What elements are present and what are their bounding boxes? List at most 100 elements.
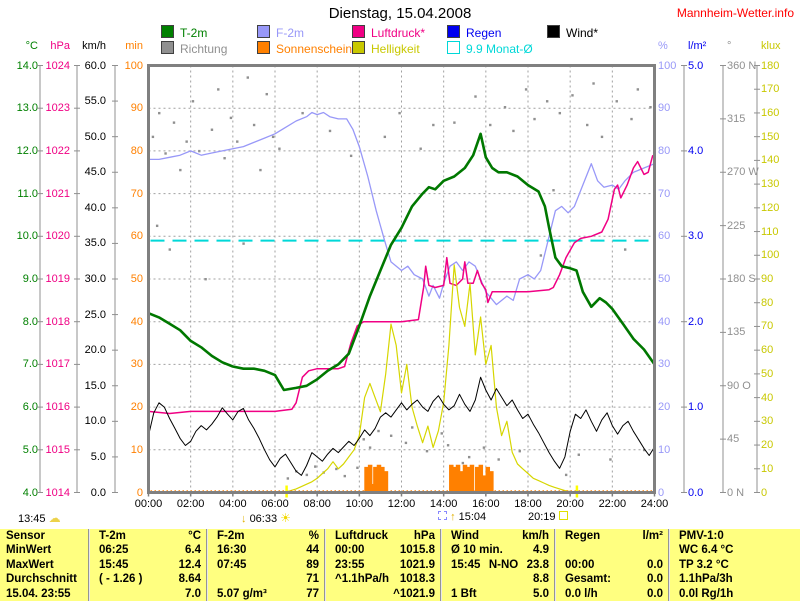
tick-label: 45 — [727, 433, 740, 446]
tick-label: 50 — [761, 367, 774, 380]
tick-label: 1.0 — [688, 401, 704, 414]
tick-label: 270 W — [727, 166, 759, 179]
x-tick-label: 02:00 — [176, 498, 205, 510]
legend-label: Regen — [466, 26, 502, 40]
cell-text: WC 6.4 °C — [679, 544, 734, 557]
cell-text: 0.0l Rg/1h — [679, 587, 734, 600]
cell-text: 1 Bft — [451, 587, 477, 600]
tick-label: 40 — [130, 315, 143, 328]
table-row: MinWert 06:25 6.4 16:30 44 00:00 1015.8 Ø 10 mi… — [0, 543, 800, 558]
legend-item-t-2m[interactable]: T-2m — [161, 25, 207, 40]
cell-text: PMV-1:0 — [679, 530, 724, 542]
tick-label: 10 — [130, 443, 143, 456]
table-cell: Luftdruck hPa — [324, 529, 440, 544]
tick-label: 8.0 — [22, 315, 38, 328]
tick-label: 12.0 — [16, 144, 38, 157]
tick-label: 70 — [130, 187, 143, 200]
tick-label: 130 — [761, 178, 780, 191]
tick-label: 1022 — [45, 144, 70, 157]
x-tick-label: 16:00 — [472, 498, 500, 510]
cell-text: 0.0 — [647, 558, 663, 571]
legend-swatch — [161, 41, 174, 54]
cell-text: 6.4 — [185, 544, 201, 557]
row-label: MinWert — [6, 544, 52, 557]
legend-label: Sonnenschein — [276, 42, 353, 56]
tick-label: 1020 — [45, 230, 70, 243]
tick-label: 10 — [658, 443, 671, 456]
cell-text: 15:45 — [451, 558, 481, 571]
tick-label: 80 — [130, 144, 143, 157]
tick-label: 40 — [761, 391, 774, 404]
tick-label: 1024 — [45, 59, 70, 72]
table-cell: 7.0 — [88, 586, 206, 601]
table-cell: 0.0l Rg/1h — [668, 586, 800, 601]
row-label: Durchschnitt — [6, 573, 77, 586]
table-cell: ( - 1.26 ) 8.64 — [88, 572, 206, 587]
cell-text: T-2m — [99, 530, 126, 542]
site-link[interactable]: Mannheim-Wetter.info — [676, 6, 794, 20]
tick-label: 150 — [761, 130, 780, 143]
axis-unit-kmh: km/h — [82, 40, 106, 52]
tick-label: 170 — [761, 83, 780, 96]
legend-item-helligkeit[interactable]: Helligkeit — [352, 41, 420, 56]
tick-label: 180 — [761, 59, 780, 72]
legend-item-regen[interactable]: Regen — [447, 25, 502, 40]
x-tick-label: 10:00 — [345, 498, 374, 510]
row-label: 15.04. 23:55 — [6, 587, 71, 600]
tick-label: 90 — [130, 102, 143, 115]
tick-label: 9.0 — [22, 273, 38, 285]
legend-item-f-2m[interactable]: F-2m — [257, 25, 304, 40]
cell-text: 44 — [306, 544, 319, 557]
table-cell: 15:45 N-NO 23.8 — [440, 557, 554, 573]
cell-text: km/h — [522, 530, 549, 542]
cell-text: 23:55 — [335, 558, 365, 571]
legend-item-sonnenschein[interactable]: Sonnenschein — [257, 41, 353, 56]
table-cell — [554, 543, 668, 558]
legend-label: F-2m — [276, 26, 304, 40]
tick-label: 1015 — [45, 443, 70, 456]
tick-label: 70 — [658, 187, 671, 200]
legend-item-richtung[interactable]: Richtung — [161, 41, 227, 56]
table-cell: 06:25 6.4 — [88, 543, 206, 558]
cell-text: 8.64 — [178, 573, 201, 586]
cell-text: Luftdruck — [335, 530, 389, 542]
tick-label: 180 S — [727, 273, 756, 285]
legend-item-9-9-monat-[interactable]: 9.9 Monat-Ø — [447, 41, 533, 56]
cell-text: 06:25 — [99, 544, 129, 557]
tick-label: 1016 — [45, 401, 70, 414]
cell-text: °C — [188, 530, 201, 542]
sunset-box-icon — [558, 511, 568, 520]
legend-item-wind-[interactable]: Wind* — [547, 25, 598, 40]
tick-label: 15.0 — [84, 379, 106, 392]
table-cell: 8.8 — [440, 572, 554, 587]
up-arrow-icon: ↑ — [450, 511, 456, 523]
legend-item-luftdruck-[interactable]: Luftdruck* — [352, 25, 425, 40]
cell-text: 0.0 l/h — [565, 587, 598, 600]
table-cell: TP 3.2 °C — [668, 557, 800, 573]
x-tick-label: 14:00 — [429, 498, 458, 510]
legend-swatch — [352, 41, 365, 54]
sun-icon: ☀ — [280, 511, 291, 525]
tick-label: 30 — [130, 358, 143, 371]
tick-label: 225 — [727, 219, 746, 232]
table-cell: Ø 10 min. 4.9 — [440, 543, 554, 558]
table-cell: 16:30 44 — [206, 543, 324, 558]
update-time-marker: 13:45 ☁ — [18, 511, 61, 525]
cell-text: ^1021.9 — [393, 587, 435, 600]
cell-text: 00:00 — [565, 558, 595, 571]
table-cell: Gesamt: 0.0 — [554, 572, 668, 587]
tick-label: 40 — [658, 315, 671, 328]
tick-label: 1018 — [45, 315, 70, 328]
x-tick-label: 18:00 — [514, 498, 542, 510]
tick-label: 0 N — [727, 486, 745, 499]
axis-unit-%: % — [658, 40, 668, 52]
tick-label: 10 — [761, 462, 774, 475]
tick-label: 60 — [658, 230, 671, 243]
tick-label: 30.0 — [84, 273, 106, 285]
table-cell: Regen l/m² — [554, 529, 668, 544]
sunrise-arrow-icon: ↓ — [241, 513, 247, 525]
tick-label: 1023 — [45, 102, 70, 115]
sunrise-time: 06:33 — [249, 513, 278, 525]
peak-marker: ↑ 15:04 — [438, 511, 486, 523]
cell-text: 15:45 — [99, 558, 129, 571]
